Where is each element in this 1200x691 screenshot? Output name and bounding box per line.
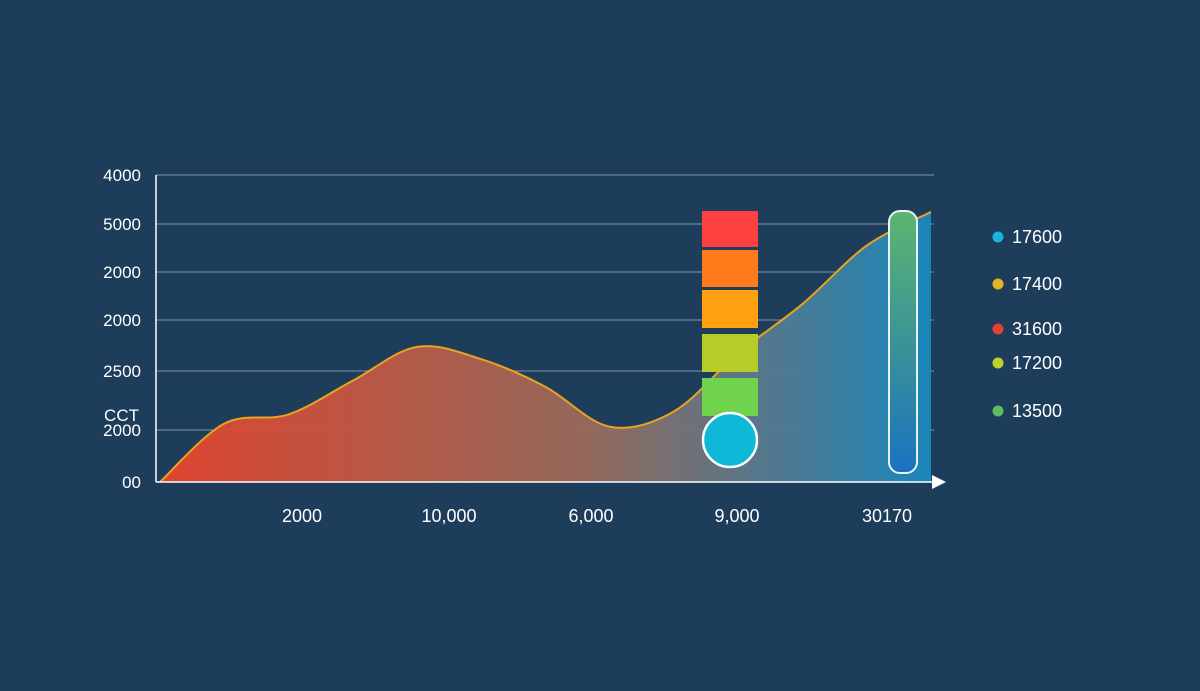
series-line: [159, 210, 932, 483]
gradient-bar: [888, 210, 918, 474]
legend-label: 17200: [1012, 353, 1062, 373]
legend-swatch: [992, 231, 1004, 243]
x-tick-label: 6,000: [568, 506, 613, 526]
legend: 17600 17400 31600 17200 13500: [992, 227, 1062, 421]
legend-label: 17600: [1012, 227, 1062, 247]
y-tick-labels: 4000 5000 2000 2000 2500 2000 00: [103, 166, 141, 492]
gradient-bar-rect: [888, 210, 918, 474]
y-tick-label: 2000: [103, 311, 141, 330]
y-tick-label: 2000: [103, 421, 141, 440]
legend-label: 17400: [1012, 274, 1062, 294]
y-tick-label: 2000: [103, 263, 141, 282]
y-axis-label: CCT: [104, 406, 139, 425]
y-tick-label: 4000: [103, 166, 141, 185]
color-scale-bulb: [701, 411, 759, 469]
y-tick-label: 00: [122, 473, 141, 492]
color-scale: [701, 211, 759, 469]
legend-label: 13500: [1012, 401, 1062, 421]
legend-swatch: [992, 405, 1004, 417]
color-scale-segment: [702, 378, 758, 416]
legend-swatch: [992, 323, 1004, 335]
legend-swatch: [992, 278, 1004, 290]
axes: [155, 175, 946, 489]
x-tick-label: 2000: [282, 506, 322, 526]
y-tick-label: 2500: [103, 362, 141, 381]
area-series: [159, 210, 932, 483]
area-fill: [160, 211, 931, 482]
x-tick-label: 9,000: [714, 506, 759, 526]
x-tick-labels: 2000 10,000 6,000 9,000 30170: [282, 506, 912, 526]
legend-swatch: [992, 357, 1004, 369]
x-tick-label: 30170: [862, 506, 912, 526]
color-scale-segment: [702, 334, 758, 372]
y-tick-label: 5000: [103, 215, 141, 234]
legend-label: 31600: [1012, 319, 1062, 339]
x-tick-label: 10,000: [421, 506, 476, 526]
x-axis-arrow: [932, 475, 946, 489]
color-scale-segment: [702, 250, 758, 287]
color-scale-segment: [702, 290, 758, 328]
color-scale-segment: [702, 211, 758, 247]
